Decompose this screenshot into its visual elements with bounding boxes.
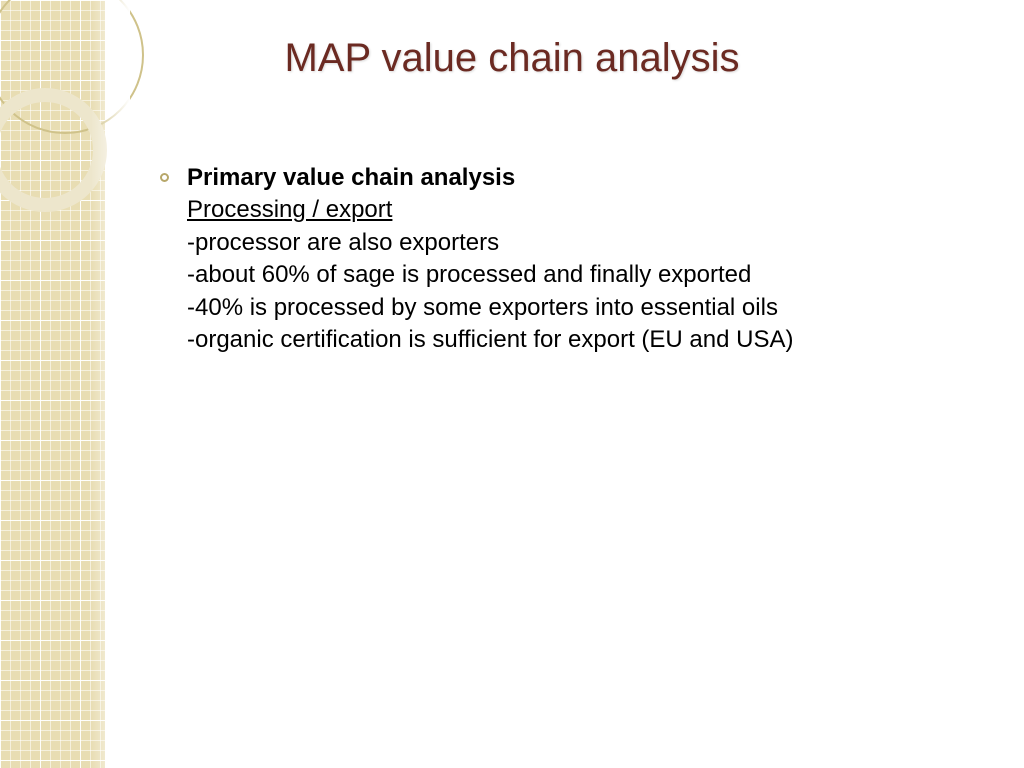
body-line: -40% is processed by some exporters into…	[187, 294, 778, 321]
sidebar-grid-band	[0, 0, 105, 768]
slide-body: Primary value chain analysis Processing …	[160, 162, 964, 356]
body-line: -about 60% of sage is processed and fina…	[187, 261, 751, 288]
bullet-item: Primary value chain analysis Processing …	[160, 162, 964, 356]
bullet-text: Primary value chain analysis Processing …	[187, 162, 793, 356]
bullet-marker	[160, 173, 169, 182]
body-line: -processor are also exporters	[187, 229, 499, 256]
body-line: -organic certification is sufficient for…	[187, 326, 793, 353]
slide-title: MAP value chain analysis	[0, 36, 1024, 81]
body-heading: Primary value chain analysis	[187, 164, 515, 191]
body-subheading: Processing / export	[187, 196, 392, 223]
